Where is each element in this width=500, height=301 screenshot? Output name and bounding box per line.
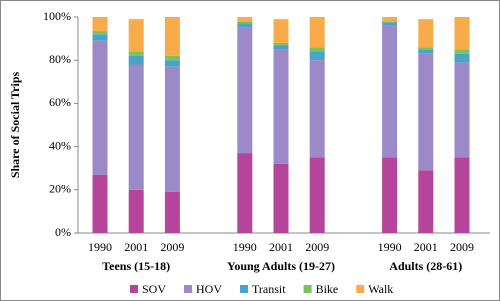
bar-segment [454, 17, 470, 50]
y-tick-label: 0% [55, 225, 71, 239]
legend-swatch [303, 285, 312, 293]
bar-segment [418, 53, 434, 171]
bar-segment [418, 170, 434, 233]
bar-segment [164, 191, 180, 233]
bar-segment [454, 49, 470, 54]
bar-segment [92, 17, 108, 32]
bar-segment [418, 19, 434, 48]
bar-segment [273, 42, 289, 46]
x-tick-label: 1990 [378, 240, 402, 254]
bar-segment [309, 60, 325, 158]
bar-segment [309, 47, 325, 52]
x-tick-label: 1990 [233, 240, 257, 254]
bar-segment [128, 55, 144, 65]
bar-segment [92, 31, 108, 35]
bar-segment [454, 53, 470, 63]
bar-segment [237, 153, 253, 233]
bar-segment [454, 62, 470, 158]
bar-segment [382, 25, 398, 158]
group-label: Teens (15-18) [102, 259, 170, 273]
legend-swatch [184, 285, 193, 293]
x-tick-label: 2001 [414, 240, 438, 254]
bar-segment [128, 189, 144, 233]
bar-segment [273, 19, 289, 43]
x-tick-label: 2009 [305, 240, 329, 254]
bar-segment [164, 66, 180, 192]
bar-segment [92, 34, 108, 41]
bar-segment [309, 51, 325, 61]
bar-segment [273, 163, 289, 233]
group-label: Adults (28-61) [389, 259, 462, 273]
bar-segment [164, 55, 180, 61]
bar-segment [382, 17, 398, 22]
legend-label: SOV [142, 282, 166, 296]
bar-segment [164, 17, 180, 56]
legend-swatch [240, 285, 249, 293]
bar-segment [237, 17, 253, 22]
legend-swatch [130, 285, 138, 293]
group-label: Young Adults (19-27) [227, 259, 335, 273]
bar-segment [164, 60, 180, 67]
x-tick-label: 1990 [88, 240, 112, 254]
legend-label: Bike [316, 282, 339, 296]
x-tick-label: 2009 [160, 240, 184, 254]
y-tick-label: 40% [49, 138, 71, 152]
legend-label: Walk [368, 282, 393, 296]
bar-segment [382, 21, 398, 23]
legend-label: HOV [196, 282, 222, 296]
bar-segment [418, 47, 434, 50]
bar-segment [128, 64, 144, 190]
bar-segment [237, 21, 253, 24]
y-tick-label: 20% [49, 182, 71, 196]
bar-segment [382, 157, 398, 233]
y-tick-label: 60% [49, 95, 71, 109]
x-tick-label: 2001 [124, 240, 148, 254]
bar-segment [382, 22, 398, 26]
bar-segment [92, 174, 108, 233]
bar-segment [273, 49, 289, 164]
bar-segment [92, 40, 108, 175]
bar-segment [273, 45, 289, 50]
bar-segment [128, 51, 144, 56]
bar-segment [418, 49, 434, 54]
y-tick-label: 80% [49, 52, 71, 66]
bar-segment [454, 157, 470, 233]
bar-segment [237, 27, 253, 154]
y-tick-label: 100% [43, 9, 71, 23]
legend-label: Transit [252, 282, 286, 296]
bar-segment [309, 17, 325, 48]
bar-segment [237, 23, 253, 28]
x-tick-label: 2001 [269, 240, 293, 254]
bar-segment [128, 19, 144, 52]
bar-segment [309, 157, 325, 233]
x-tick-label: 2009 [450, 240, 474, 254]
y-axis-title: Share of Social Trips [8, 72, 22, 179]
legend-swatch [356, 285, 365, 293]
